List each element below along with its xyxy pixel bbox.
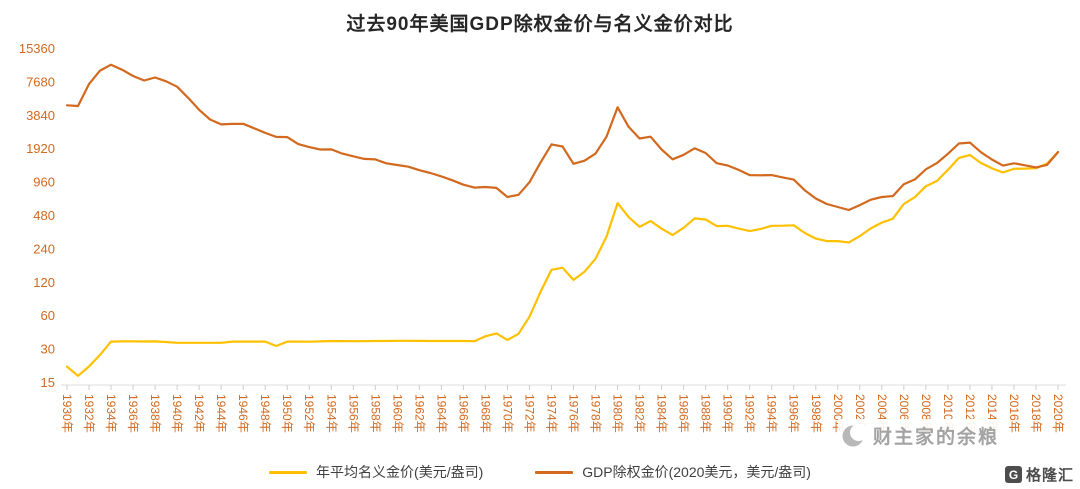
x-tick-label: 1948年 bbox=[258, 394, 272, 433]
gelonghui-logo: G 格隆汇 bbox=[1004, 464, 1074, 485]
x-tick-label: 1946年 bbox=[236, 394, 250, 433]
x-tick-label: 1950年 bbox=[280, 394, 294, 433]
y-tick-label: 15360 bbox=[19, 41, 55, 56]
moon-icon bbox=[842, 423, 867, 446]
x-tick-label: 1976年 bbox=[567, 394, 581, 433]
x-tick-label: 1996年 bbox=[787, 394, 801, 433]
legend-item-nominal: 年平均名义金价(美元/盎司) bbox=[269, 462, 483, 482]
x-tick-label: 1994年 bbox=[765, 394, 779, 433]
x-tick-label: 1978年 bbox=[589, 394, 603, 433]
x-tick-label: 1974年 bbox=[544, 394, 558, 433]
nominal-gold-price-line bbox=[65, 151, 1060, 377]
y-tick-label: 60 bbox=[41, 308, 55, 323]
x-tick-label: 1942年 bbox=[192, 394, 206, 433]
watermark: 财主家的余粮 bbox=[838, 419, 1010, 452]
x-tick-label: 2020年 bbox=[1051, 394, 1065, 433]
x-tick-label: 2016年 bbox=[1007, 394, 1021, 433]
x-tick-label: 1938年 bbox=[148, 394, 162, 433]
y-tick-label: 480 bbox=[33, 208, 55, 223]
y-tick-label: 30 bbox=[41, 342, 55, 357]
x-tick-label: 1980年 bbox=[611, 394, 625, 433]
x-tick-label: 1968年 bbox=[478, 394, 492, 433]
x-tick-label: 1972年 bbox=[522, 394, 536, 433]
y-tick-label: 3840 bbox=[26, 108, 55, 123]
y-tick-label: 7680 bbox=[26, 74, 55, 89]
x-tick-label: 1960年 bbox=[390, 394, 404, 433]
nominal-line-swatch bbox=[269, 470, 308, 474]
x-tick-label: 1988年 bbox=[699, 394, 713, 433]
x-tick-label: 1930年 bbox=[60, 394, 74, 433]
x-tick-label: 1986年 bbox=[677, 394, 691, 433]
watermark-text: 财主家的余粮 bbox=[873, 427, 1000, 448]
x-tick-label: 1940年 bbox=[170, 394, 184, 433]
x-tick-label: 1958年 bbox=[368, 394, 382, 433]
x-tick-label: 1952年 bbox=[302, 394, 316, 433]
x-tick-label: 1936年 bbox=[126, 394, 140, 433]
x-tick-label: 1934年 bbox=[104, 394, 118, 433]
x-tick-label: 1944年 bbox=[214, 394, 228, 433]
chart-title: 过去90年美国GDP除权金价与名义金价对比 bbox=[346, 14, 734, 35]
y-tick-label: 240 bbox=[33, 241, 55, 256]
y-tick-label: 960 bbox=[33, 175, 55, 190]
x-tick-label: 1932年 bbox=[82, 394, 96, 433]
x-tick-label: 1992年 bbox=[743, 394, 757, 433]
gelonghui-text: 格隆汇 bbox=[1025, 467, 1074, 484]
x-tick-label: 1970年 bbox=[500, 394, 514, 433]
gdp-adjusted-line-swatch bbox=[535, 470, 574, 474]
y-tick-label: 120 bbox=[33, 275, 55, 290]
gelonghui-icon: G bbox=[1004, 466, 1022, 483]
legend-item-gdp-adjusted: GDP除权金价(2020美元，美元/盎司) bbox=[535, 462, 811, 482]
x-tick-label: 1956年 bbox=[346, 394, 360, 433]
legend: 年平均名义金价(美元/盎司) GDP除权金价(2020美元，美元/盎司) bbox=[0, 462, 1080, 482]
x-tick-label: 1990年 bbox=[721, 394, 735, 433]
x-tick-label: 1962年 bbox=[412, 394, 426, 433]
x-tick-label: 1954年 bbox=[324, 394, 338, 433]
y-tick-label: 1920 bbox=[26, 141, 55, 156]
x-tick-label: 1966年 bbox=[456, 394, 470, 433]
y-tick-label: 15 bbox=[41, 375, 55, 390]
legend-label-nominal: 年平均名义金价(美元/盎司) bbox=[316, 464, 484, 480]
x-tick-label: 1984年 bbox=[655, 394, 669, 433]
legend-label-gdp-adjusted: GDP除权金价(2020美元，美元/盎司) bbox=[582, 464, 811, 480]
gdp-adjusted-gold-price-line bbox=[65, 63, 1060, 212]
x-tick-label: 1964年 bbox=[434, 394, 448, 433]
x-tick-label: 2018年 bbox=[1029, 394, 1043, 433]
x-tick-label: 1982年 bbox=[633, 394, 647, 433]
x-tick-label: 1998年 bbox=[809, 394, 823, 433]
